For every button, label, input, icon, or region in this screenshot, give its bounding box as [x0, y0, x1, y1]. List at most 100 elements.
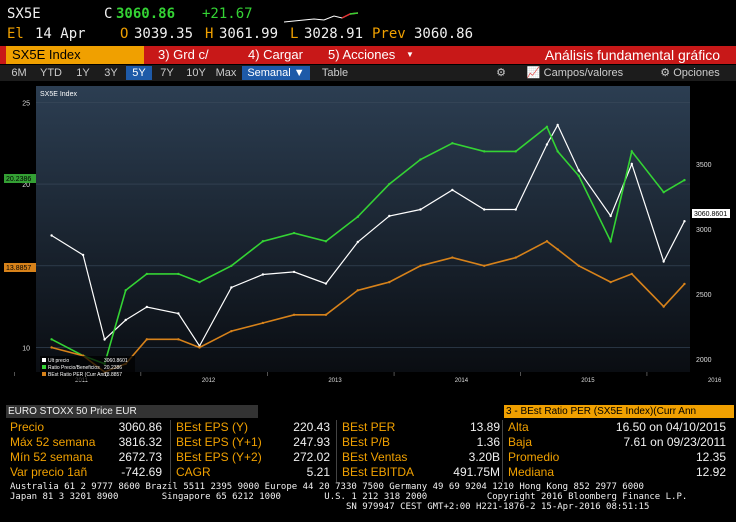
- series-layer: [50, 123, 686, 374]
- grd-button[interactable]: 3) Grd c/: [158, 47, 209, 62]
- period-7y[interactable]: 7Y: [160, 67, 174, 79]
- stat-label: Mediana: [508, 465, 555, 479]
- left-tag-green: 20.2386: [6, 176, 31, 183]
- right-tag: 3060.8601: [694, 211, 727, 218]
- close-label: C: [104, 6, 113, 22]
- stat-label: Promedio: [508, 450, 560, 464]
- best-pe-point: [662, 305, 665, 308]
- left-tick-label: 20: [22, 182, 30, 189]
- best-pe-point: [198, 346, 201, 349]
- stat-label: Precio: [10, 420, 45, 434]
- best-pe-point: [556, 248, 559, 251]
- options-label: Opciones: [673, 67, 720, 79]
- stat-label: BEst PER: [342, 420, 396, 434]
- legend-name-best: BEst Ratio PER (Curr Ann): [48, 372, 108, 378]
- pe-point: [630, 150, 634, 153]
- close-value: 3060.86: [116, 6, 176, 22]
- stat-value: 13.89: [469, 420, 500, 434]
- stats-header-right[interactable]: 3 - BEst Ratio PER (SX5E Index)(Curr Ann: [504, 405, 734, 418]
- price-point: [261, 273, 265, 276]
- period-5y[interactable]: 5Y: [126, 66, 152, 80]
- pe-point: [514, 150, 517, 153]
- period-1y[interactable]: 1Y: [76, 67, 90, 79]
- right-tag-box: [692, 209, 730, 218]
- column-divider: [336, 420, 337, 482]
- pe-point: [261, 240, 265, 243]
- period-ytd[interactable]: YTD: [40, 67, 62, 79]
- price-point: [324, 282, 328, 285]
- period-bar: 6M YTD 1Y 3Y 5Y 7Y 10Y Max Semanal ▼ Tab…: [0, 65, 736, 81]
- pe-point: [177, 272, 180, 276]
- cargar-button[interactable]: 4) Cargar: [248, 47, 303, 62]
- fields-button[interactable]: 📈 Campos/valores: [516, 66, 634, 80]
- quote-line-1: SX5E C 3060.86 +21.67: [0, 4, 736, 23]
- acciones-dropdown-icon[interactable]: ▼: [406, 50, 414, 59]
- best-pe-point: [50, 346, 53, 349]
- pe-point: [324, 240, 328, 243]
- acciones-button[interactable]: 5) Acciones: [328, 47, 396, 62]
- right-tick-label: 2500: [696, 292, 712, 299]
- x-tick-label: 2012: [202, 378, 216, 384]
- security-field[interactable]: SX5E Index: [6, 46, 144, 64]
- high-label: H: [205, 26, 214, 42]
- stat-value: 3060.86: [118, 420, 162, 434]
- legend-name-pe: Ratio Precio/Beneficios: [48, 365, 100, 371]
- period-10y[interactable]: 10Y: [186, 67, 206, 79]
- date-label: El: [7, 26, 24, 42]
- stat-label: BEst EPS (Y+1): [176, 435, 262, 449]
- best-pe-point: [630, 272, 634, 276]
- left-tick-label: 25: [22, 100, 30, 107]
- right-axis: 2000 2500 3000 3500: [696, 162, 712, 364]
- best-pe-point: [419, 264, 422, 267]
- stat-label: BEst P/B: [342, 435, 391, 449]
- sparkline: [284, 12, 358, 23]
- stat-value: 1.36: [476, 435, 500, 449]
- statistics-panel: EURO STOXX 50 Price EUR 3 - BEst Ratio P…: [0, 405, 736, 482]
- plot-area: [36, 86, 690, 372]
- table-button[interactable]: Table: [321, 67, 349, 79]
- pe-point: [577, 174, 581, 178]
- gear-icon: ⚙: [660, 67, 671, 79]
- price-point: [630, 162, 634, 166]
- best-pe-point: [177, 338, 180, 341]
- gridlines: [36, 102, 690, 348]
- pe-point: [292, 231, 296, 235]
- pe-point: [662, 191, 665, 194]
- price-point: [451, 188, 454, 192]
- period-6m[interactable]: 6M: [11, 67, 27, 79]
- right-tick-label: 2000: [696, 357, 712, 364]
- legend-swatch-price: [42, 358, 46, 362]
- stat-value: 12.35: [695, 450, 726, 464]
- stat-value: 5.21: [306, 465, 330, 479]
- left-tag-orange-box: [4, 263, 36, 272]
- price-point: [177, 312, 180, 315]
- legend-value-pe: 20.2386: [104, 365, 122, 371]
- period-max[interactable]: Max: [215, 67, 237, 79]
- frequency-select[interactable]: Semanal ▼: [242, 66, 310, 80]
- chevron-down-icon: ▼: [293, 67, 305, 79]
- legend-value-price: 3060.8601: [104, 358, 128, 364]
- price-point: [662, 260, 665, 263]
- settings-icon[interactable]: ⚙: [496, 67, 506, 79]
- best-pe-point: [545, 240, 549, 243]
- price-point: [577, 169, 581, 172]
- stat-label: BEst EPS (Y+2): [176, 450, 262, 464]
- price-point: [683, 220, 686, 223]
- best-pe-point: [324, 313, 328, 316]
- series-price-line: [51, 123, 686, 348]
- x-tick-label: 2014: [455, 378, 469, 384]
- options-button[interactable]: ⚙ Opciones: [650, 66, 730, 80]
- change-value: +21.67: [202, 6, 253, 22]
- footer-line-3: SN 979947 CEST GMT+2:00 H221-1876-2 15-A…: [10, 502, 650, 512]
- stat-value: -742.69: [121, 465, 162, 479]
- best-pe-point: [514, 256, 517, 259]
- best-pe-point: [388, 280, 391, 284]
- period-3y[interactable]: 3Y: [104, 67, 118, 79]
- left-tag-green-box: [4, 174, 36, 183]
- best-pe-point: [609, 280, 612, 284]
- left-axis: 10152025: [22, 100, 30, 352]
- stat-value: 272.02: [293, 450, 330, 464]
- date-value: 14 Apr: [35, 26, 86, 42]
- series-pe-line: [51, 125, 685, 365]
